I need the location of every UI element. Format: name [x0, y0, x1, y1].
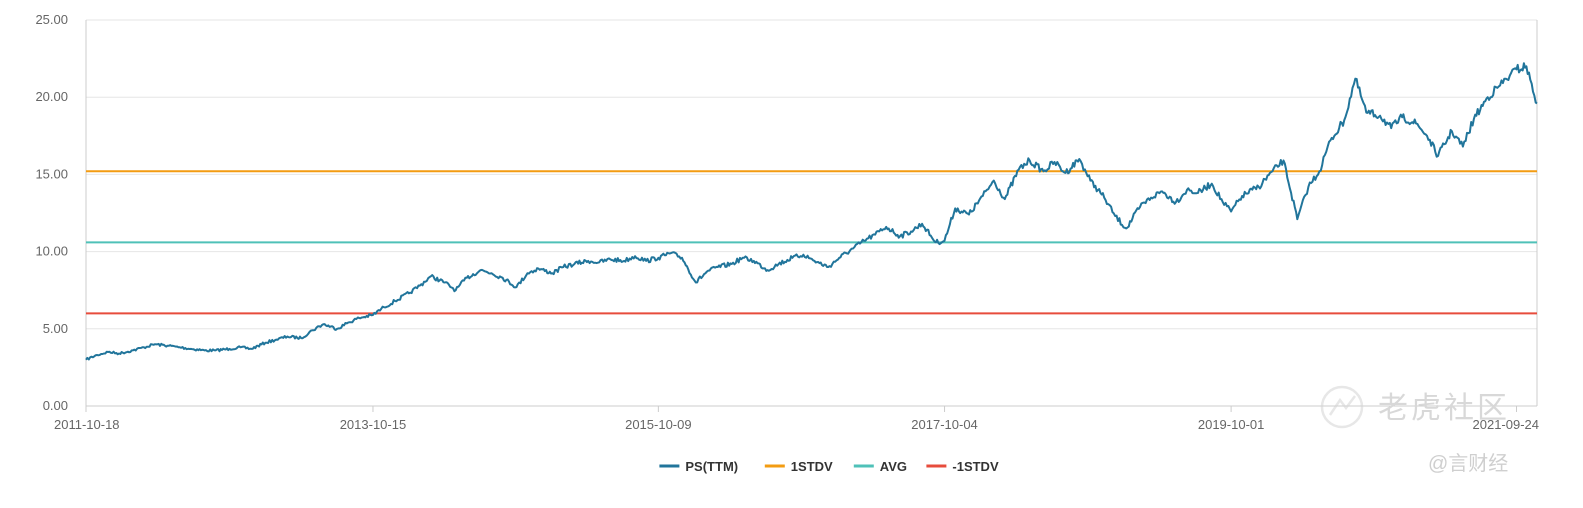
legend-label: PS(TTM) — [685, 459, 738, 474]
legend-item[interactable]: AVG — [853, 459, 907, 474]
y-tick-label: 10.00 — [35, 244, 68, 259]
y-tick-label: 5.00 — [43, 321, 68, 336]
watermark-sub-text: @言财经 — [1428, 452, 1508, 475]
legend-item[interactable]: -1STDV — [926, 459, 999, 474]
tiger-logo-icon — [1320, 385, 1364, 429]
y-tick-label: 20.00 — [35, 89, 68, 104]
legend-label: -1STDV — [952, 459, 999, 474]
series-line-ps-ttm — [85, 62, 1538, 361]
x-tick-label: 2021-09-24 — [1473, 417, 1540, 432]
watermark: 老虎社区 @言财经 — [1320, 385, 1510, 475]
x-tick-label: 2015-10-09 — [625, 417, 692, 432]
legend-item[interactable]: PS(TTM) — [659, 459, 738, 474]
x-tick-label: 2013-10-15 — [340, 417, 407, 432]
reference-lines — [86, 170, 1537, 315]
legend-label: 1STDV — [791, 459, 833, 474]
x-tick-label: 2019-10-01 — [1198, 417, 1265, 432]
watermark-main-text: 老虎社区 — [1378, 392, 1510, 425]
y-tick-label: 0.00 — [43, 398, 68, 413]
y-tick-label: 25.00 — [35, 12, 68, 27]
legend: PS(TTM) 1STDV AVG -1STDV — [659, 459, 999, 474]
legend-label: AVG — [880, 459, 907, 474]
legend-item[interactable]: 1STDV — [764, 459, 833, 474]
x-tick-label: 2011-10-18 — [54, 417, 120, 432]
x-tick-label: 2017-10-04 — [911, 417, 978, 432]
axis-layer: 0.00 5.00 10.00 15.00 20.00 25.00 2011-10-18 20… — [35, 12, 1539, 432]
series-layer — [85, 62, 1538, 361]
y-tick-label: 15.00 — [35, 166, 68, 181]
grid-layer — [86, 19, 1537, 407]
